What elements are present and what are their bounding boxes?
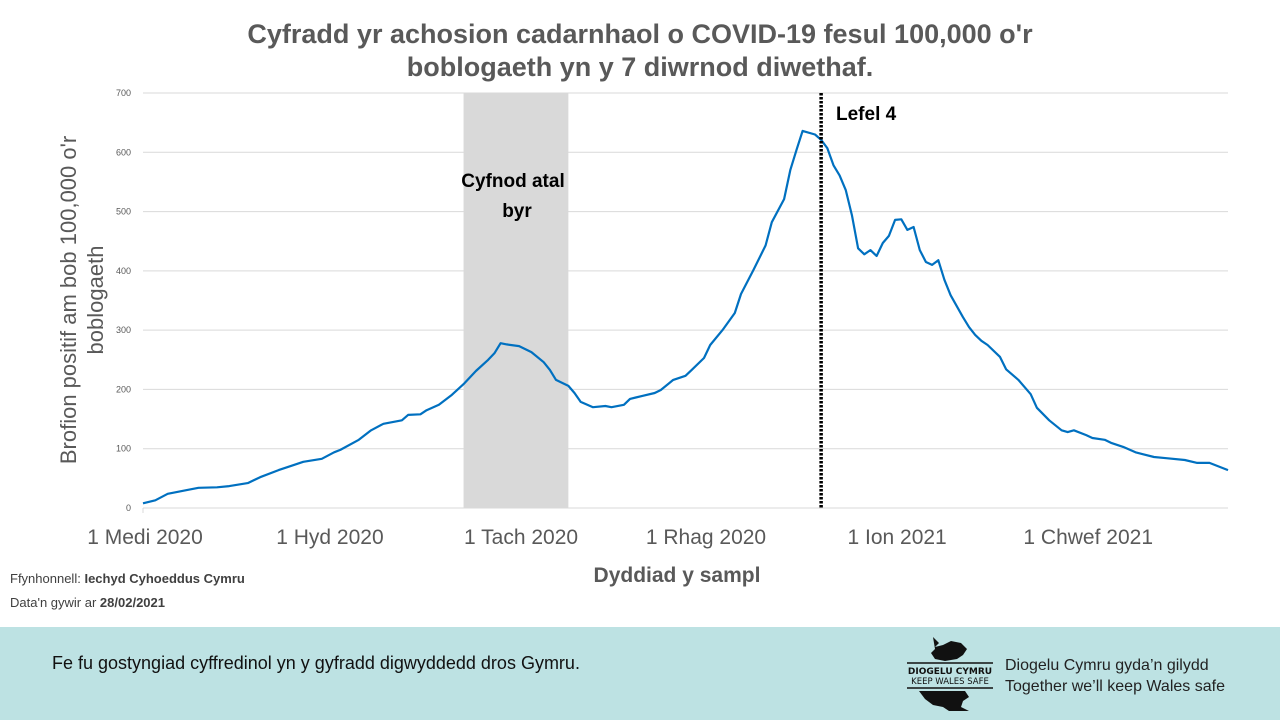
source-label: Ffynhonnell: bbox=[10, 571, 81, 586]
title-line-2: boblogaeth yn y 7 diwrnod diwethaf. bbox=[406, 52, 874, 82]
y-tick-label: 500 bbox=[116, 207, 131, 217]
shaded-period-label-2: byr bbox=[502, 201, 532, 222]
shaded-period-label-1: Cyfnod atal bbox=[461, 171, 564, 192]
svg-text:DIOGELU CYMRU: DIOGELU CYMRU bbox=[908, 667, 992, 677]
slogan-welsh: Diogelu Cymru gyda’n gilydd bbox=[1005, 657, 1209, 674]
x-tick-label: 1 Chwef 2021 bbox=[1023, 526, 1153, 549]
x-tick-label: 1 Medi 2020 bbox=[87, 526, 203, 549]
footer-banner: Fe fu gostyngiad cyffredinol yn y gyfrad… bbox=[0, 627, 1280, 720]
y-tick-label: 700 bbox=[116, 88, 131, 98]
keep-wales-safe-logo: DIOGELU CYMRU KEEP WALES SAFE bbox=[907, 637, 993, 711]
chart: 0 100 200 300 400 500 600 700 1 Medi 2020 1 Hyd … bbox=[56, 88, 1229, 587]
y-tick-label: 200 bbox=[116, 384, 131, 394]
y-tick-label: 600 bbox=[116, 147, 131, 157]
y-tick-label: 300 bbox=[116, 325, 131, 335]
y-axis-title-2: boblogaeth bbox=[83, 246, 108, 355]
y-axis-title-1: Brofion positif am bob 100,000 o'r bbox=[56, 136, 81, 464]
x-tick-label: 1 Ion 2021 bbox=[847, 526, 946, 549]
x-tick-label: 1 Tach 2020 bbox=[464, 526, 578, 549]
x-axis-title: Dyddiad y sampl bbox=[594, 564, 761, 587]
y-tick-label: 0 bbox=[126, 503, 131, 513]
data-date-note: Data'n gywir ar 28/02/2021 bbox=[10, 595, 165, 610]
series-line bbox=[142, 129, 1229, 505]
y-tick-label: 400 bbox=[116, 266, 131, 276]
data-date-label: Data'n gywir ar bbox=[10, 595, 97, 610]
x-tick-label: 1 Rhag 2020 bbox=[646, 526, 766, 549]
footer-message: Fe fu gostyngiad cyffredinol yn y gyfrad… bbox=[52, 653, 580, 673]
data-date-value: 28/02/2021 bbox=[99, 595, 165, 610]
chart-title: Cyfradd yr achosion cadarnhaol o COVID-1… bbox=[0, 18, 1280, 84]
svg-text:KEEP WALES SAFE: KEEP WALES SAFE bbox=[911, 677, 989, 687]
vline-label: Lefel 4 bbox=[836, 104, 897, 125]
source-value: Iechyd Cyhoeddus Cymru bbox=[84, 571, 245, 586]
x-tick-label: 1 Hyd 2020 bbox=[276, 526, 383, 549]
shaded-period bbox=[463, 93, 569, 508]
slogan: Diogelu Cymru gyda’n gilydd Together we’… bbox=[1005, 655, 1225, 697]
slogan-english: Together we’ll keep Wales safe bbox=[1005, 678, 1225, 695]
source-note: Ffynhonnell: Iechyd Cyhoeddus Cymru bbox=[10, 571, 245, 586]
title-line-1: Cyfradd yr achosion cadarnhaol o COVID-1… bbox=[247, 19, 1033, 49]
y-tick-label: 100 bbox=[116, 444, 131, 454]
